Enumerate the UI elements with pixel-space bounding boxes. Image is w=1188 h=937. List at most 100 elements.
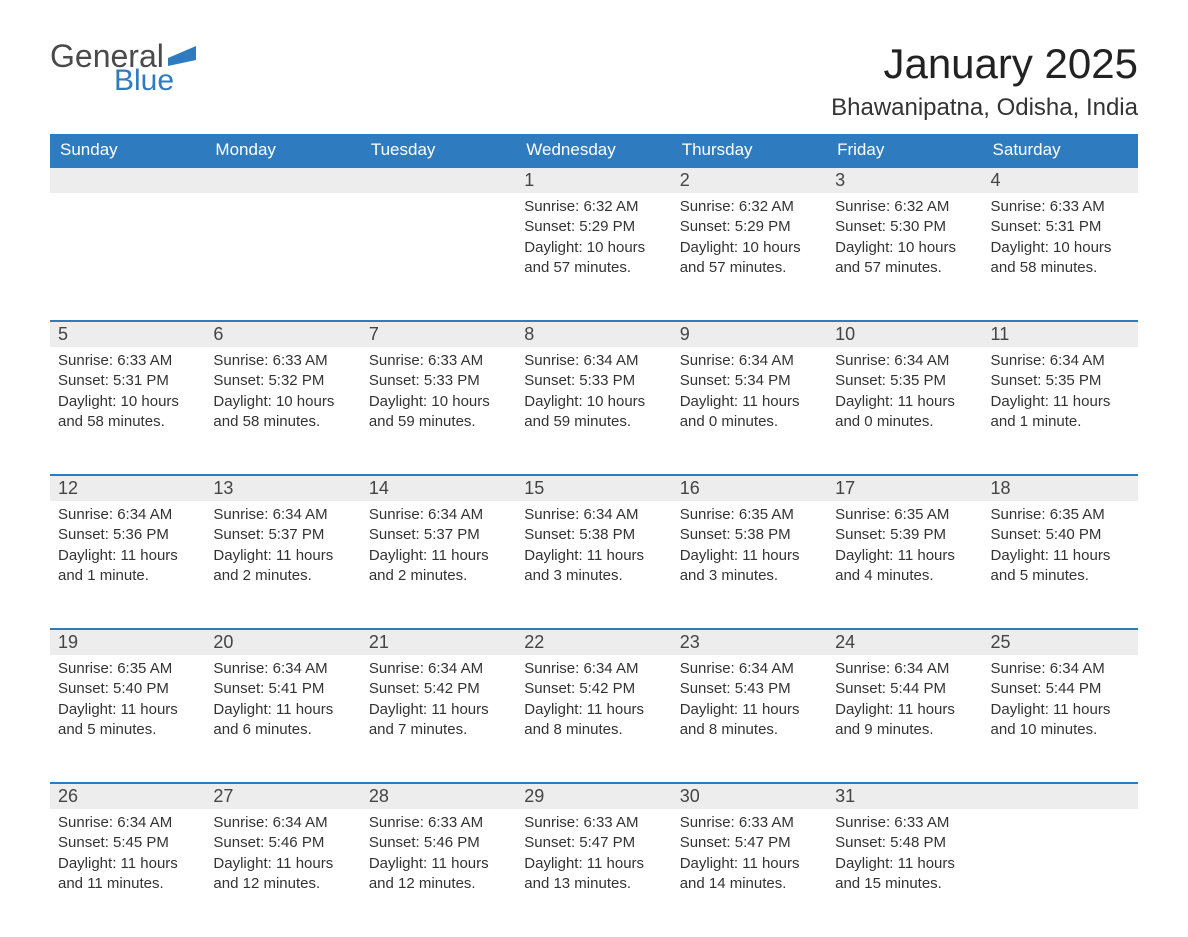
day-number-cell: 6 <box>205 321 360 347</box>
sunset-text: Sunset: 5:30 PM <box>835 217 974 237</box>
day-content-cell <box>361 193 516 321</box>
daylight-text: Daylight: 11 hours and 12 minutes. <box>369 854 508 895</box>
weekday-header: Thursday <box>672 134 827 167</box>
sunset-text: Sunset: 5:46 PM <box>213 833 352 853</box>
sunset-text: Sunset: 5:31 PM <box>991 217 1130 237</box>
day-number-cell: 15 <box>516 475 671 501</box>
day-number-cell: 5 <box>50 321 205 347</box>
sunrise-text: Sunrise: 6:34 AM <box>213 505 352 525</box>
sunset-text: Sunset: 5:36 PM <box>58 525 197 545</box>
day-number-cell: 30 <box>672 783 827 809</box>
daylight-text: Daylight: 10 hours and 57 minutes. <box>524 238 663 279</box>
daylight-text: Daylight: 11 hours and 1 minute. <box>58 546 197 587</box>
day-number-cell: 16 <box>672 475 827 501</box>
sunrise-text: Sunrise: 6:33 AM <box>369 351 508 371</box>
day-content-cell: Sunrise: 6:34 AMSunset: 5:38 PMDaylight:… <box>516 501 671 629</box>
sunrise-text: Sunrise: 6:34 AM <box>991 351 1130 371</box>
day-number-cell: 18 <box>983 475 1138 501</box>
day-content-cell: Sunrise: 6:35 AMSunset: 5:40 PMDaylight:… <box>50 655 205 783</box>
daylight-text: Daylight: 11 hours and 3 minutes. <box>680 546 819 587</box>
day-number-cell: 17 <box>827 475 982 501</box>
header: General Blue January 2025 Bhawanipatna, … <box>50 40 1138 122</box>
sunset-text: Sunset: 5:45 PM <box>58 833 197 853</box>
sunrise-text: Sunrise: 6:34 AM <box>369 659 508 679</box>
day-content-cell: Sunrise: 6:34 AMSunset: 5:33 PMDaylight:… <box>516 347 671 475</box>
day-content-cell: Sunrise: 6:33 AMSunset: 5:31 PMDaylight:… <box>983 193 1138 321</box>
day-content-cell: Sunrise: 6:34 AMSunset: 5:37 PMDaylight:… <box>205 501 360 629</box>
sunrise-text: Sunrise: 6:34 AM <box>58 813 197 833</box>
sunrise-text: Sunrise: 6:33 AM <box>991 197 1130 217</box>
weekday-header: Sunday <box>50 134 205 167</box>
day-content-cell: Sunrise: 6:34 AMSunset: 5:37 PMDaylight:… <box>361 501 516 629</box>
sunrise-text: Sunrise: 6:33 AM <box>835 813 974 833</box>
sunrise-text: Sunrise: 6:33 AM <box>524 813 663 833</box>
sunset-text: Sunset: 5:38 PM <box>680 525 819 545</box>
day-number-cell: 20 <box>205 629 360 655</box>
sunset-text: Sunset: 5:31 PM <box>58 371 197 391</box>
day-content-cell: Sunrise: 6:34 AMSunset: 5:35 PMDaylight:… <box>983 347 1138 475</box>
day-content-cell: Sunrise: 6:32 AMSunset: 5:30 PMDaylight:… <box>827 193 982 321</box>
sunrise-text: Sunrise: 6:35 AM <box>991 505 1130 525</box>
daylight-text: Daylight: 11 hours and 7 minutes. <box>369 700 508 741</box>
sunset-text: Sunset: 5:39 PM <box>835 525 974 545</box>
weekday-header: Saturday <box>983 134 1138 167</box>
day-content-cell: Sunrise: 6:35 AMSunset: 5:38 PMDaylight:… <box>672 501 827 629</box>
sunrise-text: Sunrise: 6:33 AM <box>213 351 352 371</box>
sunset-text: Sunset: 5:47 PM <box>524 833 663 853</box>
day-content-cell: Sunrise: 6:35 AMSunset: 5:39 PMDaylight:… <box>827 501 982 629</box>
day-number-cell <box>361 167 516 193</box>
sunrise-text: Sunrise: 6:34 AM <box>58 505 197 525</box>
daylight-text: Daylight: 11 hours and 8 minutes. <box>680 700 819 741</box>
daylight-text: Daylight: 11 hours and 4 minutes. <box>835 546 974 587</box>
day-content-cell: Sunrise: 6:35 AMSunset: 5:40 PMDaylight:… <box>983 501 1138 629</box>
week-content-row: Sunrise: 6:33 AMSunset: 5:31 PMDaylight:… <box>50 347 1138 475</box>
daylight-text: Daylight: 11 hours and 11 minutes. <box>58 854 197 895</box>
daylight-text: Daylight: 11 hours and 5 minutes. <box>991 546 1130 587</box>
daylight-text: Daylight: 11 hours and 0 minutes. <box>680 392 819 433</box>
week-content-row: Sunrise: 6:34 AMSunset: 5:36 PMDaylight:… <box>50 501 1138 629</box>
day-number-cell: 9 <box>672 321 827 347</box>
weekday-header: Monday <box>205 134 360 167</box>
sunset-text: Sunset: 5:33 PM <box>524 371 663 391</box>
sunset-text: Sunset: 5:34 PM <box>680 371 819 391</box>
sunset-text: Sunset: 5:37 PM <box>369 525 508 545</box>
month-title: January 2025 <box>831 40 1138 88</box>
week-content-row: Sunrise: 6:32 AMSunset: 5:29 PMDaylight:… <box>50 193 1138 321</box>
calendar-table: SundayMondayTuesdayWednesdayThursdayFrid… <box>50 134 1138 937</box>
daylight-text: Daylight: 10 hours and 58 minutes. <box>58 392 197 433</box>
day-number-cell: 28 <box>361 783 516 809</box>
sunrise-text: Sunrise: 6:32 AM <box>524 197 663 217</box>
sunset-text: Sunset: 5:40 PM <box>58 679 197 699</box>
day-content-cell: Sunrise: 6:33 AMSunset: 5:33 PMDaylight:… <box>361 347 516 475</box>
week-content-row: Sunrise: 6:35 AMSunset: 5:40 PMDaylight:… <box>50 655 1138 783</box>
location-text: Bhawanipatna, Odisha, India <box>831 94 1138 122</box>
day-number-cell <box>205 167 360 193</box>
day-number-cell: 14 <box>361 475 516 501</box>
day-number-cell <box>50 167 205 193</box>
sunrise-text: Sunrise: 6:35 AM <box>835 505 974 525</box>
week-number-row: 1234 <box>50 167 1138 193</box>
sunrise-text: Sunrise: 6:33 AM <box>369 813 508 833</box>
day-number-cell: 27 <box>205 783 360 809</box>
sunrise-text: Sunrise: 6:34 AM <box>369 505 508 525</box>
sunset-text: Sunset: 5:44 PM <box>991 679 1130 699</box>
logo: General Blue <box>50 40 196 96</box>
sunrise-text: Sunrise: 6:34 AM <box>991 659 1130 679</box>
sunrise-text: Sunrise: 6:32 AM <box>835 197 974 217</box>
day-content-cell: Sunrise: 6:32 AMSunset: 5:29 PMDaylight:… <box>516 193 671 321</box>
day-number-cell: 29 <box>516 783 671 809</box>
daylight-text: Daylight: 11 hours and 13 minutes. <box>524 854 663 895</box>
day-number-cell: 3 <box>827 167 982 193</box>
weekday-header-row: SundayMondayTuesdayWednesdayThursdayFrid… <box>50 134 1138 167</box>
sunset-text: Sunset: 5:44 PM <box>835 679 974 699</box>
day-content-cell: Sunrise: 6:34 AMSunset: 5:42 PMDaylight:… <box>361 655 516 783</box>
day-number-cell: 10 <box>827 321 982 347</box>
sunrise-text: Sunrise: 6:34 AM <box>835 351 974 371</box>
logo-blue-text: Blue <box>114 66 196 96</box>
sunset-text: Sunset: 5:37 PM <box>213 525 352 545</box>
week-number-row: 12131415161718 <box>50 475 1138 501</box>
day-content-cell: Sunrise: 6:34 AMSunset: 5:35 PMDaylight:… <box>827 347 982 475</box>
daylight-text: Daylight: 10 hours and 57 minutes. <box>680 238 819 279</box>
daylight-text: Daylight: 10 hours and 59 minutes. <box>524 392 663 433</box>
daylight-text: Daylight: 10 hours and 58 minutes. <box>213 392 352 433</box>
